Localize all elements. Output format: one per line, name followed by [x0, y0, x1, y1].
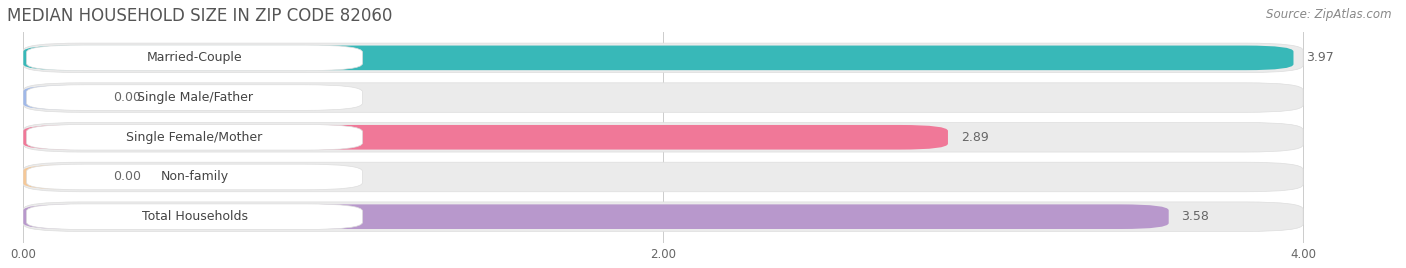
Text: Source: ZipAtlas.com: Source: ZipAtlas.com	[1267, 8, 1392, 21]
FancyBboxPatch shape	[27, 124, 363, 150]
Text: Non-family: Non-family	[160, 170, 229, 184]
Text: Single Female/Mother: Single Female/Mother	[127, 131, 263, 144]
Text: Single Male/Father: Single Male/Father	[136, 91, 253, 104]
Text: Married-Couple: Married-Couple	[146, 51, 242, 64]
FancyBboxPatch shape	[24, 43, 1303, 73]
FancyBboxPatch shape	[27, 204, 363, 229]
FancyBboxPatch shape	[24, 85, 94, 110]
FancyBboxPatch shape	[24, 204, 1168, 229]
FancyBboxPatch shape	[24, 125, 948, 150]
FancyBboxPatch shape	[27, 85, 363, 110]
Text: 0.00: 0.00	[112, 170, 141, 184]
FancyBboxPatch shape	[24, 202, 1303, 232]
Text: 3.58: 3.58	[1181, 210, 1209, 223]
FancyBboxPatch shape	[24, 165, 94, 189]
Text: MEDIAN HOUSEHOLD SIZE IN ZIP CODE 82060: MEDIAN HOUSEHOLD SIZE IN ZIP CODE 82060	[7, 7, 392, 25]
FancyBboxPatch shape	[27, 164, 363, 190]
Text: 0.00: 0.00	[112, 91, 141, 104]
Text: Total Households: Total Households	[142, 210, 247, 223]
Text: 2.89: 2.89	[960, 131, 988, 144]
FancyBboxPatch shape	[24, 122, 1303, 152]
Text: 3.97: 3.97	[1306, 51, 1334, 64]
FancyBboxPatch shape	[24, 162, 1303, 192]
FancyBboxPatch shape	[27, 45, 363, 71]
FancyBboxPatch shape	[24, 83, 1303, 112]
FancyBboxPatch shape	[24, 46, 1294, 70]
